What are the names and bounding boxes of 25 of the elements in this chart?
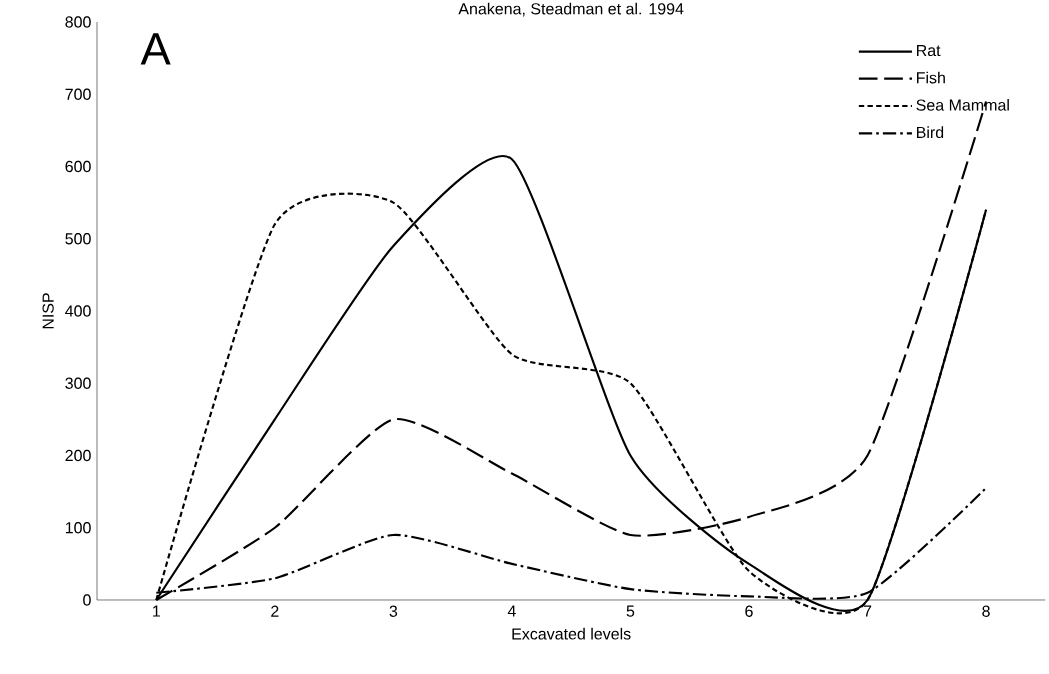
y-tick-label: 400	[65, 305, 91, 317]
x-tick-label: 3	[389, 605, 398, 617]
x-tick-label: 6	[745, 605, 753, 617]
y-tick-label: 800	[65, 16, 91, 28]
x-tick-label: 4	[507, 605, 516, 617]
chart-title: Anakena, Steadman et al. 1994	[458, 2, 684, 17]
x-tick-label: 7	[863, 605, 872, 617]
legend-label: Bird	[917, 126, 944, 139]
x-tick-label: 2	[271, 605, 279, 617]
y-tick-label: 200	[65, 449, 91, 462]
y-tick-label: 300	[65, 377, 91, 389]
x-axis-title: Excavated levels	[512, 627, 631, 640]
legend-label: Rat	[917, 44, 941, 57]
annotation: A	[140, 33, 171, 65]
y-axis-title: NISP	[42, 293, 54, 329]
legend-label: Fish	[917, 71, 945, 84]
y-tick-label: 500	[65, 233, 91, 245]
x-tick-label: 1	[153, 605, 160, 617]
y-tick-label: 0	[83, 594, 91, 606]
y-tick-label: 600	[65, 160, 91, 173]
y-tick-label: 100	[65, 522, 91, 534]
x-tick-label: 5	[626, 605, 635, 617]
legend-label: Sea Mammal	[916, 99, 1009, 111]
x-tick-label: 8	[982, 605, 990, 617]
y-tick-label: 700	[65, 88, 91, 100]
